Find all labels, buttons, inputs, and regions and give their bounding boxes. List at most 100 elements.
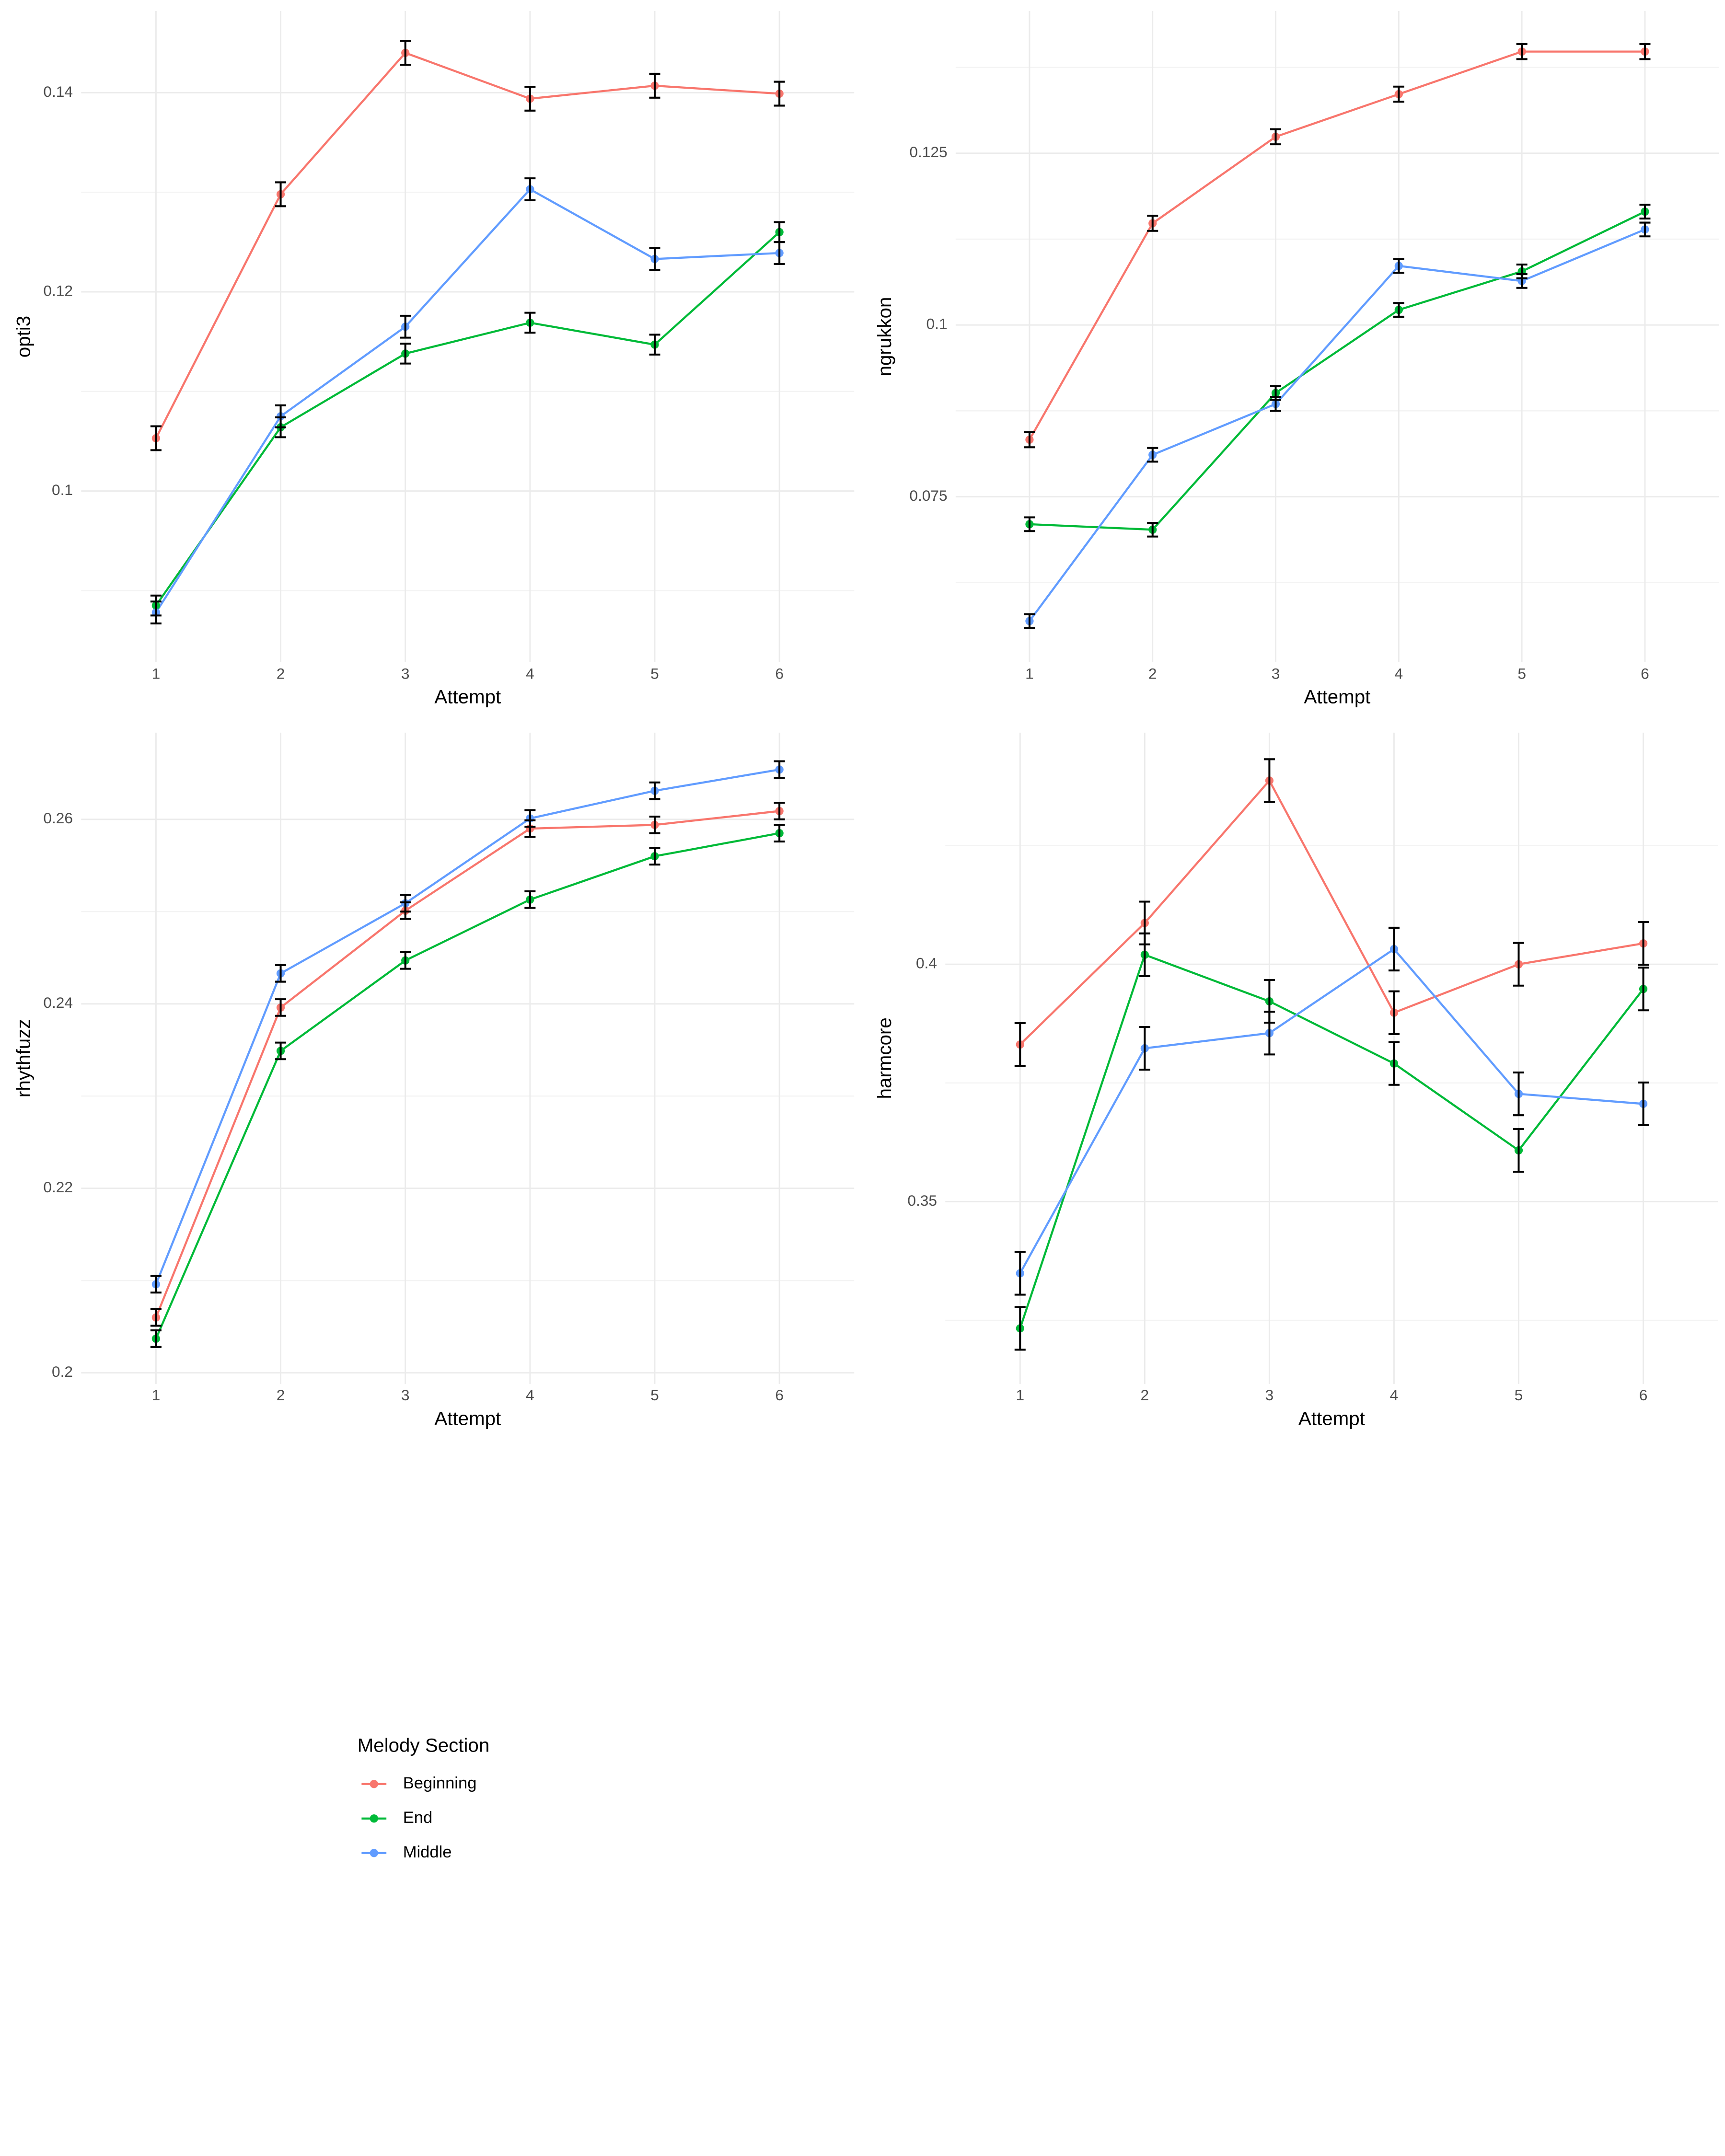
error-bar [1024, 431, 1035, 449]
error-bar [150, 1308, 162, 1327]
error-bar [1516, 43, 1528, 60]
error-bar [1638, 967, 1649, 1012]
legend-label: Beginning [403, 1774, 477, 1792]
series-line [1029, 210, 1645, 531]
x-tick-label: 6 [1639, 1386, 1648, 1404]
y-tick-label: 0.12 [43, 282, 73, 299]
y-tick-label: 0.14 [43, 83, 73, 100]
y-axis-title: harmcore [874, 1017, 895, 1099]
y-axis-title: opti3 [12, 316, 34, 357]
y-tick-label: 0.24 [43, 994, 73, 1011]
legend-title: Melody Section [358, 1735, 490, 1756]
error-bar [1638, 1081, 1649, 1127]
error-bar [1147, 447, 1158, 463]
x-tick-label: 3 [1265, 1386, 1274, 1404]
error-bar [1024, 613, 1035, 629]
series-line [1019, 953, 1644, 1329]
x-tick-label: 2 [1148, 665, 1157, 682]
y-tick-label: 0.125 [909, 143, 947, 161]
x-tick-label: 1 [152, 665, 161, 682]
error-bar [1639, 43, 1651, 60]
error-bar [275, 998, 287, 1017]
legend-dot [370, 1780, 378, 1788]
error-bar [400, 314, 411, 339]
x-tick-label: 2 [1141, 1386, 1149, 1404]
x-axis-title: Attempt [1298, 1407, 1365, 1429]
error-bar [774, 802, 785, 820]
error-bar [400, 894, 411, 913]
error-bar [1024, 516, 1035, 532]
y-tick-label: 0.2 [52, 1363, 73, 1380]
y-tick-label: 0.26 [43, 809, 73, 827]
x-axis-title: Attempt [434, 1407, 501, 1429]
x-tick-label: 5 [650, 665, 659, 682]
x-tick-label: 6 [775, 1386, 784, 1404]
x-tick-label: 4 [1395, 665, 1403, 682]
x-tick-label: 1 [152, 1386, 161, 1404]
error-bar [275, 181, 287, 208]
error-bar [1513, 942, 1525, 987]
error-bar [1388, 926, 1400, 972]
x-tick-label: 3 [1272, 665, 1280, 682]
series-line [155, 832, 780, 1339]
error-bar [1147, 521, 1158, 538]
error-bar [150, 1275, 162, 1294]
error-bar [275, 404, 287, 428]
error-bar [649, 334, 660, 356]
error-bar [400, 343, 411, 365]
x-tick-label: 3 [401, 665, 410, 682]
x-tick-label: 5 [1515, 1386, 1523, 1404]
y-axis-title: rhythfuzz [12, 1019, 34, 1098]
error-bar [150, 600, 162, 624]
series-line [155, 231, 780, 606]
error-bar [1263, 1011, 1275, 1056]
error-bar [524, 85, 536, 112]
error-bar [1263, 758, 1275, 803]
error-bar [524, 311, 536, 334]
series-line [155, 51, 780, 439]
error-bar [649, 247, 660, 271]
series-line [1029, 50, 1645, 440]
error-bar [1516, 273, 1528, 289]
error-bar [1639, 204, 1651, 219]
error-bar [649, 72, 660, 99]
error-bar [275, 1041, 287, 1061]
error-bar [1139, 932, 1150, 977]
error-bar [1014, 1022, 1026, 1067]
error-bar [1513, 1072, 1525, 1117]
error-bar [1270, 128, 1282, 146]
error-bar [150, 1329, 162, 1348]
error-bar [649, 847, 660, 866]
x-tick-label: 1 [1016, 1386, 1024, 1404]
series-line [1019, 947, 1644, 1274]
error-bar [1147, 215, 1158, 232]
error-bar [400, 40, 411, 66]
error-bar [1393, 85, 1404, 103]
error-bar [1638, 921, 1649, 966]
legend-label: End [403, 1809, 432, 1827]
error-bar [774, 760, 785, 779]
error-bar [774, 241, 785, 265]
error-bar [1513, 1128, 1525, 1173]
series-line [1019, 779, 1644, 1046]
x-tick-label: 3 [401, 1386, 410, 1404]
x-tick-label: 4 [526, 665, 534, 682]
series-line [155, 810, 780, 1318]
error-bar [1388, 990, 1400, 1035]
x-axis-title: Attempt [434, 686, 501, 708]
x-tick-label: 4 [1390, 1386, 1399, 1404]
error-bar [649, 815, 660, 834]
legend-dot [370, 1814, 378, 1823]
error-bar [524, 890, 536, 909]
x-tick-label: 6 [775, 665, 784, 682]
y-tick-label: 0.22 [43, 1178, 73, 1196]
y-axis-title: ngrukkon [874, 297, 895, 377]
y-tick-label: 0.075 [909, 487, 947, 504]
error-bar [1014, 1251, 1026, 1296]
x-tick-label: 2 [277, 665, 285, 682]
error-bar [1393, 258, 1404, 274]
error-bar [774, 81, 785, 107]
series-line [1029, 228, 1645, 622]
